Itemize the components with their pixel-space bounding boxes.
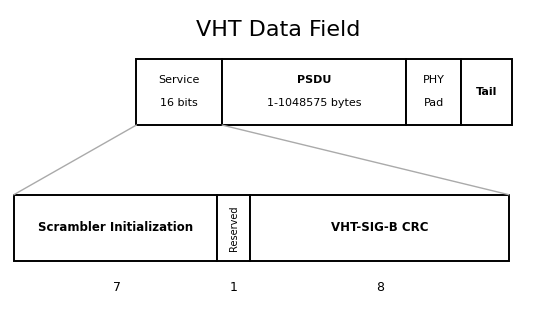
Bar	[136, 59, 222, 125]
Text: 1: 1	[230, 281, 237, 294]
Text: 16 bits: 16 bits	[161, 98, 198, 108]
Text: Service: Service	[158, 75, 200, 85]
Text: PSDU: PSDU	[297, 75, 331, 85]
Bar	[250, 195, 509, 261]
Bar	[14, 195, 217, 261]
Text: VHT-SIG-B CRC: VHT-SIG-B CRC	[331, 221, 428, 235]
Bar	[461, 59, 512, 125]
Text: 8: 8	[376, 281, 384, 294]
Bar	[222, 59, 406, 125]
Bar	[406, 59, 461, 125]
Text: 1-1048575 bytes: 1-1048575 bytes	[267, 98, 361, 108]
Text: 7: 7	[113, 281, 121, 294]
Text: PHY: PHY	[423, 75, 445, 85]
Bar	[217, 195, 250, 261]
Text: Pad: Pad	[424, 98, 444, 108]
Text: Scrambler Initialization: Scrambler Initialization	[38, 221, 193, 235]
Text: Reserved: Reserved	[229, 205, 239, 251]
Text: VHT Data Field: VHT Data Field	[196, 20, 360, 40]
Text: Tail: Tail	[476, 87, 497, 97]
